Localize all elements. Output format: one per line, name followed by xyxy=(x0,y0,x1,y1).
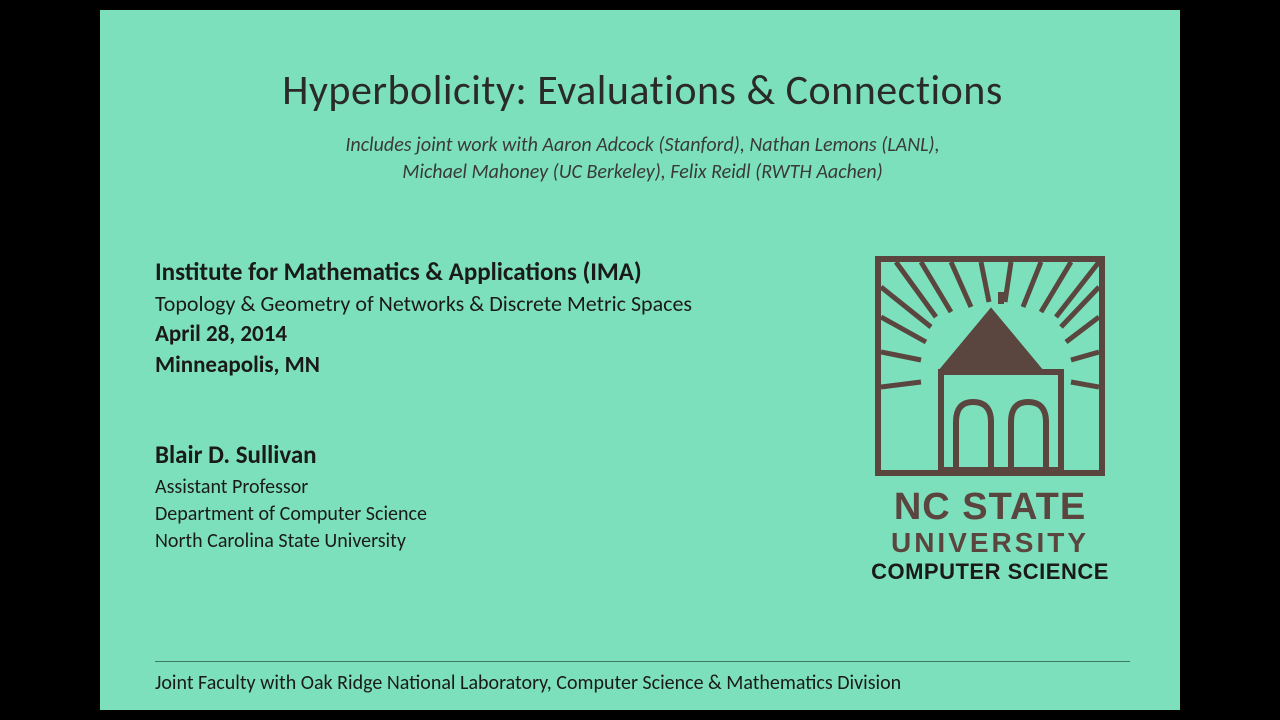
author-dept: Department of Computer Science xyxy=(155,501,850,528)
middle-content: Institute for Mathematics & Applications… xyxy=(155,256,1130,583)
logo-line-3: COMPUTER SCIENCE xyxy=(850,560,1130,583)
belltower-icon xyxy=(881,262,1099,470)
venue-location: Minneapolis, MN xyxy=(155,351,850,379)
footer-divider xyxy=(155,661,1130,662)
ncstate-logo-block: NC STATE UNIVERSITY COMPUTER SCIENCE xyxy=(850,256,1130,583)
subtitle-line-1: Includes joint work with Aaron Adcock (S… xyxy=(345,133,939,157)
logo-line-1: NC STATE xyxy=(850,488,1130,528)
slide-container: Hyperbolicity: Evaluations & Connections… xyxy=(100,10,1180,710)
subtitle-line-2: Michael Mahoney (UC Berkeley), Felix Rei… xyxy=(402,160,882,184)
author-title: Assistant Professor xyxy=(155,474,850,501)
ncstate-logo-icon xyxy=(875,256,1105,476)
venue-block: Institute for Mathematics & Applications… xyxy=(155,256,850,555)
logo-line-2: UNIVERSITY xyxy=(850,528,1130,557)
venue-date: April 28, 2014 xyxy=(155,320,850,348)
author-name: Blair D. Sullivan xyxy=(155,439,850,470)
footer-affiliation: Joint Faculty with Oak Ridge National La… xyxy=(155,671,1130,695)
authors-credit: Includes joint work with Aaron Adcock (S… xyxy=(155,132,1130,186)
venue-institute: Institute for Mathematics & Applications… xyxy=(155,256,850,287)
presentation-title: Hyperbolicity: Evaluations & Connections xyxy=(155,65,1130,116)
logo-text-block: NC STATE UNIVERSITY COMPUTER SCIENCE xyxy=(850,488,1130,583)
venue-workshop: Topology & Geometry of Networks & Discre… xyxy=(155,290,850,317)
author-block: Blair D. Sullivan Assistant Professor De… xyxy=(155,439,850,555)
author-university: North Carolina State University xyxy=(155,528,850,555)
